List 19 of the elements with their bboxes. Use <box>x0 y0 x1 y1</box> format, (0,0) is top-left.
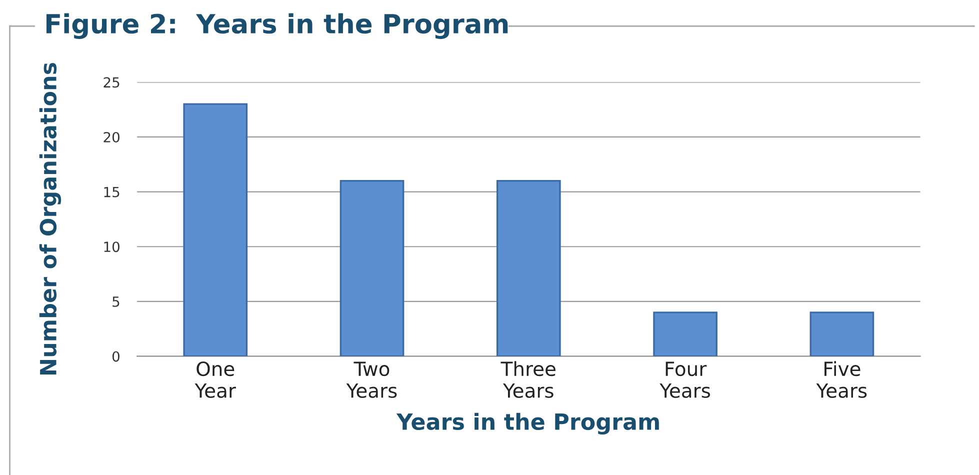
chart-title: Figure 2: Years in the Program <box>46 13 508 39</box>
y-axis-title: Number of Organizations <box>39 62 62 374</box>
y-tick-label: 10 <box>104 242 120 252</box>
x-tick-label: Five Years <box>816 361 867 398</box>
y-tick-label: 25 <box>104 77 120 88</box>
bar <box>183 103 248 356</box>
bar <box>340 180 404 356</box>
bar <box>653 312 718 356</box>
x-tick-label: Two Years <box>346 362 397 398</box>
y-tick-label: 15 <box>104 186 120 198</box>
x-tick-label: Four Years <box>660 362 710 398</box>
y-tick-label: 0 <box>112 351 120 362</box>
bar <box>496 180 561 356</box>
bar <box>810 312 874 356</box>
x-tick-label: One Year <box>194 361 236 398</box>
y-tick-label: 5 <box>112 296 120 307</box>
x-axis-title: Years in the Program <box>396 412 659 434</box>
x-tick-label: Three Years <box>500 361 556 398</box>
y-tick-label: 20 <box>104 132 120 142</box>
